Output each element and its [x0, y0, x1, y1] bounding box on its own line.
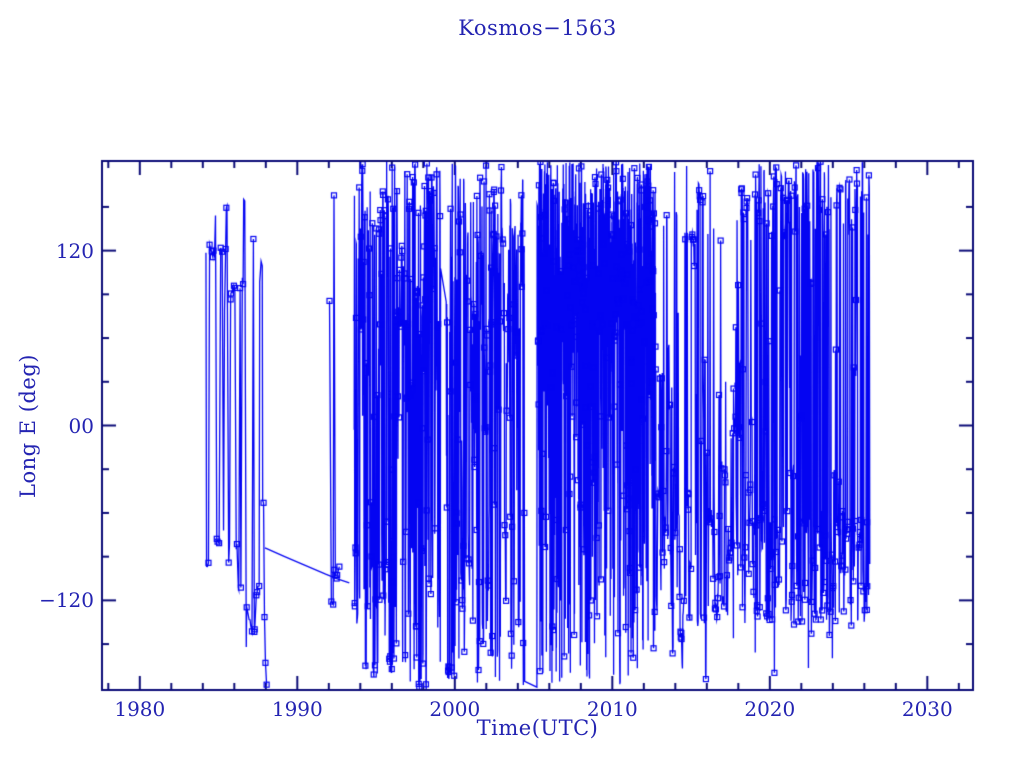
y-tick-label: 120	[55, 238, 94, 263]
y-tick-label: −120	[39, 588, 94, 613]
x-tick-label: 2010	[586, 697, 638, 721]
y-tick-label: 00	[68, 413, 94, 438]
chart-title: Kosmos−1563	[458, 16, 617, 40]
x-axis-title: Time(UTC)	[476, 716, 599, 740]
x-tick-label: 2020	[744, 697, 796, 721]
x-tick-label: 2030	[901, 697, 953, 721]
x-tick-label: 2000	[429, 697, 481, 721]
x-tick-label: 1980	[114, 697, 166, 721]
x-tick-label: 1990	[271, 697, 323, 721]
